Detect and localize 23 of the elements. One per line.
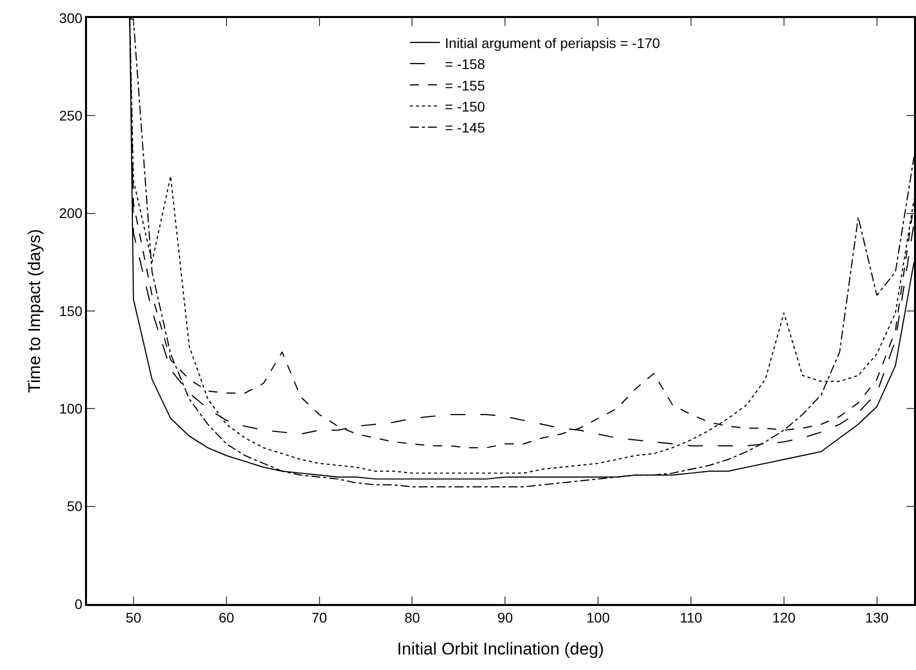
x-tick-label: 120: [772, 610, 796, 626]
x-tick-label: 90: [497, 610, 514, 626]
y-tick-label: 100: [59, 400, 83, 417]
y-tick-label: 200: [59, 205, 83, 222]
x-tick-label: 60: [218, 610, 234, 626]
legend-label: = -150: [444, 98, 486, 114]
legend-label: = -158: [444, 56, 486, 72]
x-axis-title: Initial Orbit Inclination (deg): [397, 639, 604, 658]
x-tick-label: 130: [865, 610, 889, 626]
y-tick-label: 150: [59, 302, 83, 319]
y-tick-label: 300: [59, 10, 83, 26]
legend-label: Initial argument of periapsis = -170: [444, 34, 660, 51]
y-tick-label: 50: [66, 498, 83, 514]
legend-label: = -155: [444, 77, 486, 94]
legend-label: = -145: [444, 120, 486, 136]
x-tick-label: 100: [586, 610, 610, 626]
x-tick-label: 110: [680, 610, 702, 626]
x-tick-label: 50: [126, 610, 142, 626]
y-tick-label: 0: [74, 596, 83, 612]
y-axis-title: Time to Impact (days): [25, 229, 44, 393]
y-tick-label: 250: [59, 108, 83, 124]
x-tick-label: 70: [312, 610, 328, 626]
x-tick-label: 80: [404, 610, 420, 626]
